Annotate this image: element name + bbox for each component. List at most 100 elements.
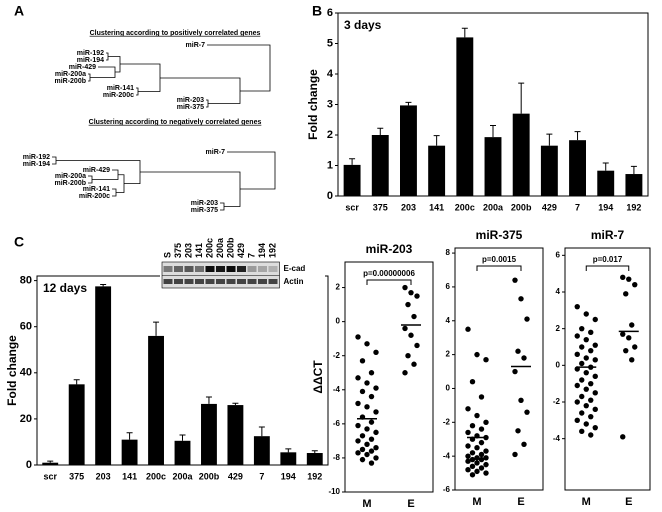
band-ecad [216,266,225,272]
band-actin [226,279,236,284]
lane-label: 194 [257,243,267,258]
plot-frame [454,247,544,491]
data-point [474,444,480,451]
error-bar [377,127,384,135]
bar [227,405,244,465]
y-tick-label: -2 [443,417,451,426]
lane-label: 200a [215,237,225,258]
data-point [373,445,379,451]
x-tick-label: M [362,498,371,510]
x-tick-label: 375 [373,202,388,212]
data-point [478,394,485,400]
bar [400,105,417,196]
y-tick-label: -2 [333,351,341,360]
error-bar [126,432,133,440]
plot-frame [344,261,434,493]
y-tick-label: 0 [336,317,341,326]
data-point [359,456,366,463]
data-point [469,463,476,470]
leaf-label: miR-200a [55,173,86,180]
data-point [512,451,518,458]
data-point [465,326,471,332]
data-point [623,291,629,297]
data-point [474,412,480,419]
data-point [465,443,471,449]
band-ecad [226,266,236,272]
error-bar-line [205,396,212,404]
data-point [368,448,375,454]
bar [121,439,138,465]
data-point [368,370,375,376]
bar [456,37,474,197]
data-point [632,281,638,288]
data-point [474,455,480,461]
error-bar-line [602,162,609,171]
chart-title: miR-375 [476,228,523,242]
data-point [483,461,489,468]
leaf-label: miR-192 [77,50,104,57]
lane-label: 429 [236,243,246,258]
x-tick-label: 429 [542,202,557,212]
error-bar-line [405,101,412,106]
dendrogram-branch [88,44,271,108]
data-point [355,375,361,381]
chart-annotation: 12 days [43,281,87,295]
data-point [583,402,589,409]
blot-membrane [161,261,280,289]
data-point [521,441,527,448]
band-actin [216,279,225,284]
leaf-label: miR-194 [77,57,104,64]
y-tick-label: -8 [333,453,341,462]
y-tick-label: 0 [26,459,32,471]
x-tick-label: scr [345,202,359,212]
data-point [474,351,480,358]
data-point [405,353,411,359]
y-tick-label: 4 [446,316,451,325]
error-bar-line [153,321,160,336]
error-bar-line [179,434,186,441]
x-tick-label: 200a [172,471,193,481]
data-point [620,274,626,281]
error-bar-line [630,165,637,175]
data-point [588,329,594,336]
lane-label: S [162,252,172,258]
x-tick-label: 429 [228,471,243,481]
bar [625,174,643,196]
error-bar [73,379,80,385]
band-actin [205,279,215,284]
y-tick-label: 80 [20,275,32,287]
data-point [474,460,480,466]
error-bar [518,82,525,114]
leaf-label: miR-429 [83,167,110,174]
data-point [583,386,589,392]
data-point [574,351,580,358]
data-point [620,434,626,440]
data-point [629,357,635,363]
row-label: Actin [284,277,304,286]
error-bar-line [433,135,440,146]
y-tick-label: -4 [443,451,451,460]
data-point [629,322,635,328]
data-point [592,357,598,363]
bar [201,403,217,465]
leaf-label: miR-200b [54,180,86,187]
leaf-label: miR-141 [107,85,134,92]
lane-label: 192 [267,243,277,258]
y-tick-label: 20 [20,413,32,425]
y-tick-label: 2 [327,129,333,141]
y-axis-label: ΔΔCT [311,360,325,394]
data-point [465,453,471,459]
data-point [518,397,524,404]
band-actin [174,279,183,284]
row-label: E-cad [284,264,306,273]
error-bar [153,321,160,336]
data-point [478,465,485,471]
data-point [579,393,585,400]
error-bar-line [258,426,265,437]
error-bar [311,450,318,454]
x-tick-label: 200c [146,471,166,481]
data-point [364,380,370,386]
y-tick-label: 8 [446,248,451,257]
error-bar [461,27,468,38]
data-point [515,348,521,354]
